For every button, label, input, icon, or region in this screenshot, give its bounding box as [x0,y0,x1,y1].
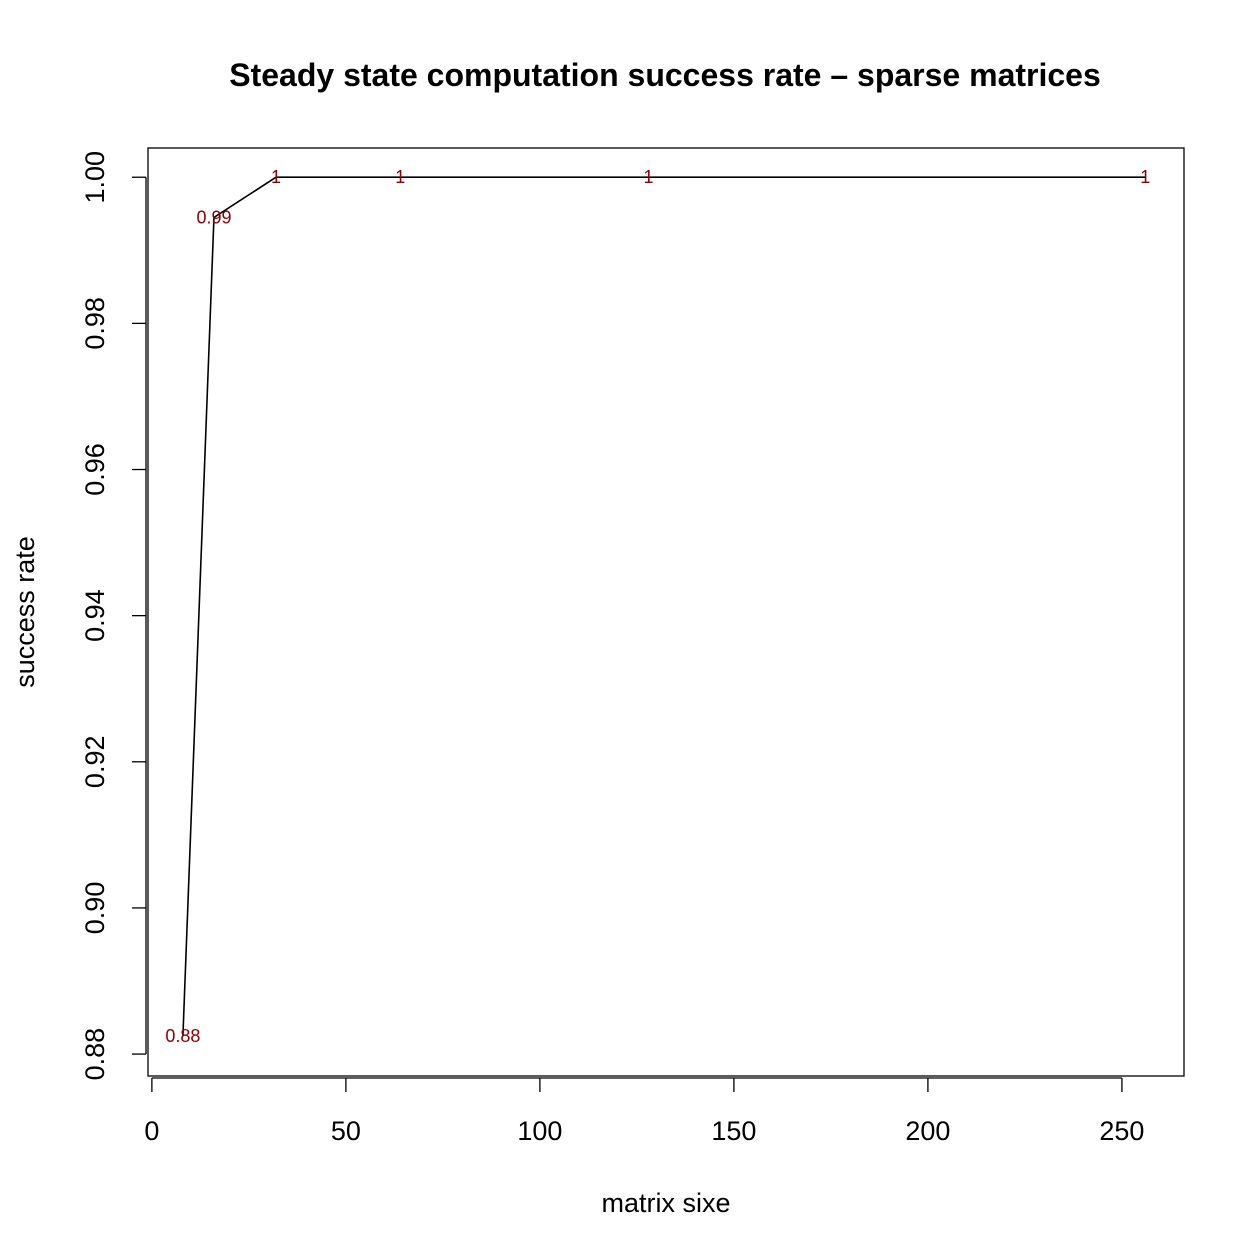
y-axis: 0.88 0.90 0.92 0.94 0.96 0.98 1.00 [80,151,147,1081]
y-tick-label: 1.00 [80,151,110,204]
x-tick-label: 0 [144,1116,159,1146]
x-tick-label: 250 [1099,1116,1144,1146]
y-tick-label: 0.96 [80,443,110,496]
plot-frame [147,147,1185,1077]
y-tick-label: 0.92 [80,736,110,789]
data-label: 0.88 [165,1026,200,1046]
x-axis: 0 50 100 150 200 250 [144,1077,1144,1146]
data-label: 1 [644,167,654,187]
x-axis-label: matrix sixe [601,1188,730,1218]
x-tick-label: 150 [711,1116,756,1146]
data-label: 0.99 [196,207,231,227]
data-label: 1 [1140,167,1150,187]
chart-title: Steady state computation success rate – … [229,57,1101,93]
series-line [182,176,1146,1036]
data-labels: 0.88 0.99 1 1 1 1 [165,167,1150,1046]
x-tick-label: 50 [331,1116,361,1146]
x-tick-label: 200 [905,1116,950,1146]
data-label: 1 [395,167,405,187]
y-tick-label: 0.94 [80,589,110,642]
y-tick-label: 0.98 [80,297,110,350]
data-label: 1 [271,167,281,187]
y-tick-label: 0.90 [80,882,110,935]
y-tick-label: 0.88 [80,1028,110,1081]
x-tick-label: 100 [517,1116,562,1146]
y-axis-label: success rate [10,536,40,688]
